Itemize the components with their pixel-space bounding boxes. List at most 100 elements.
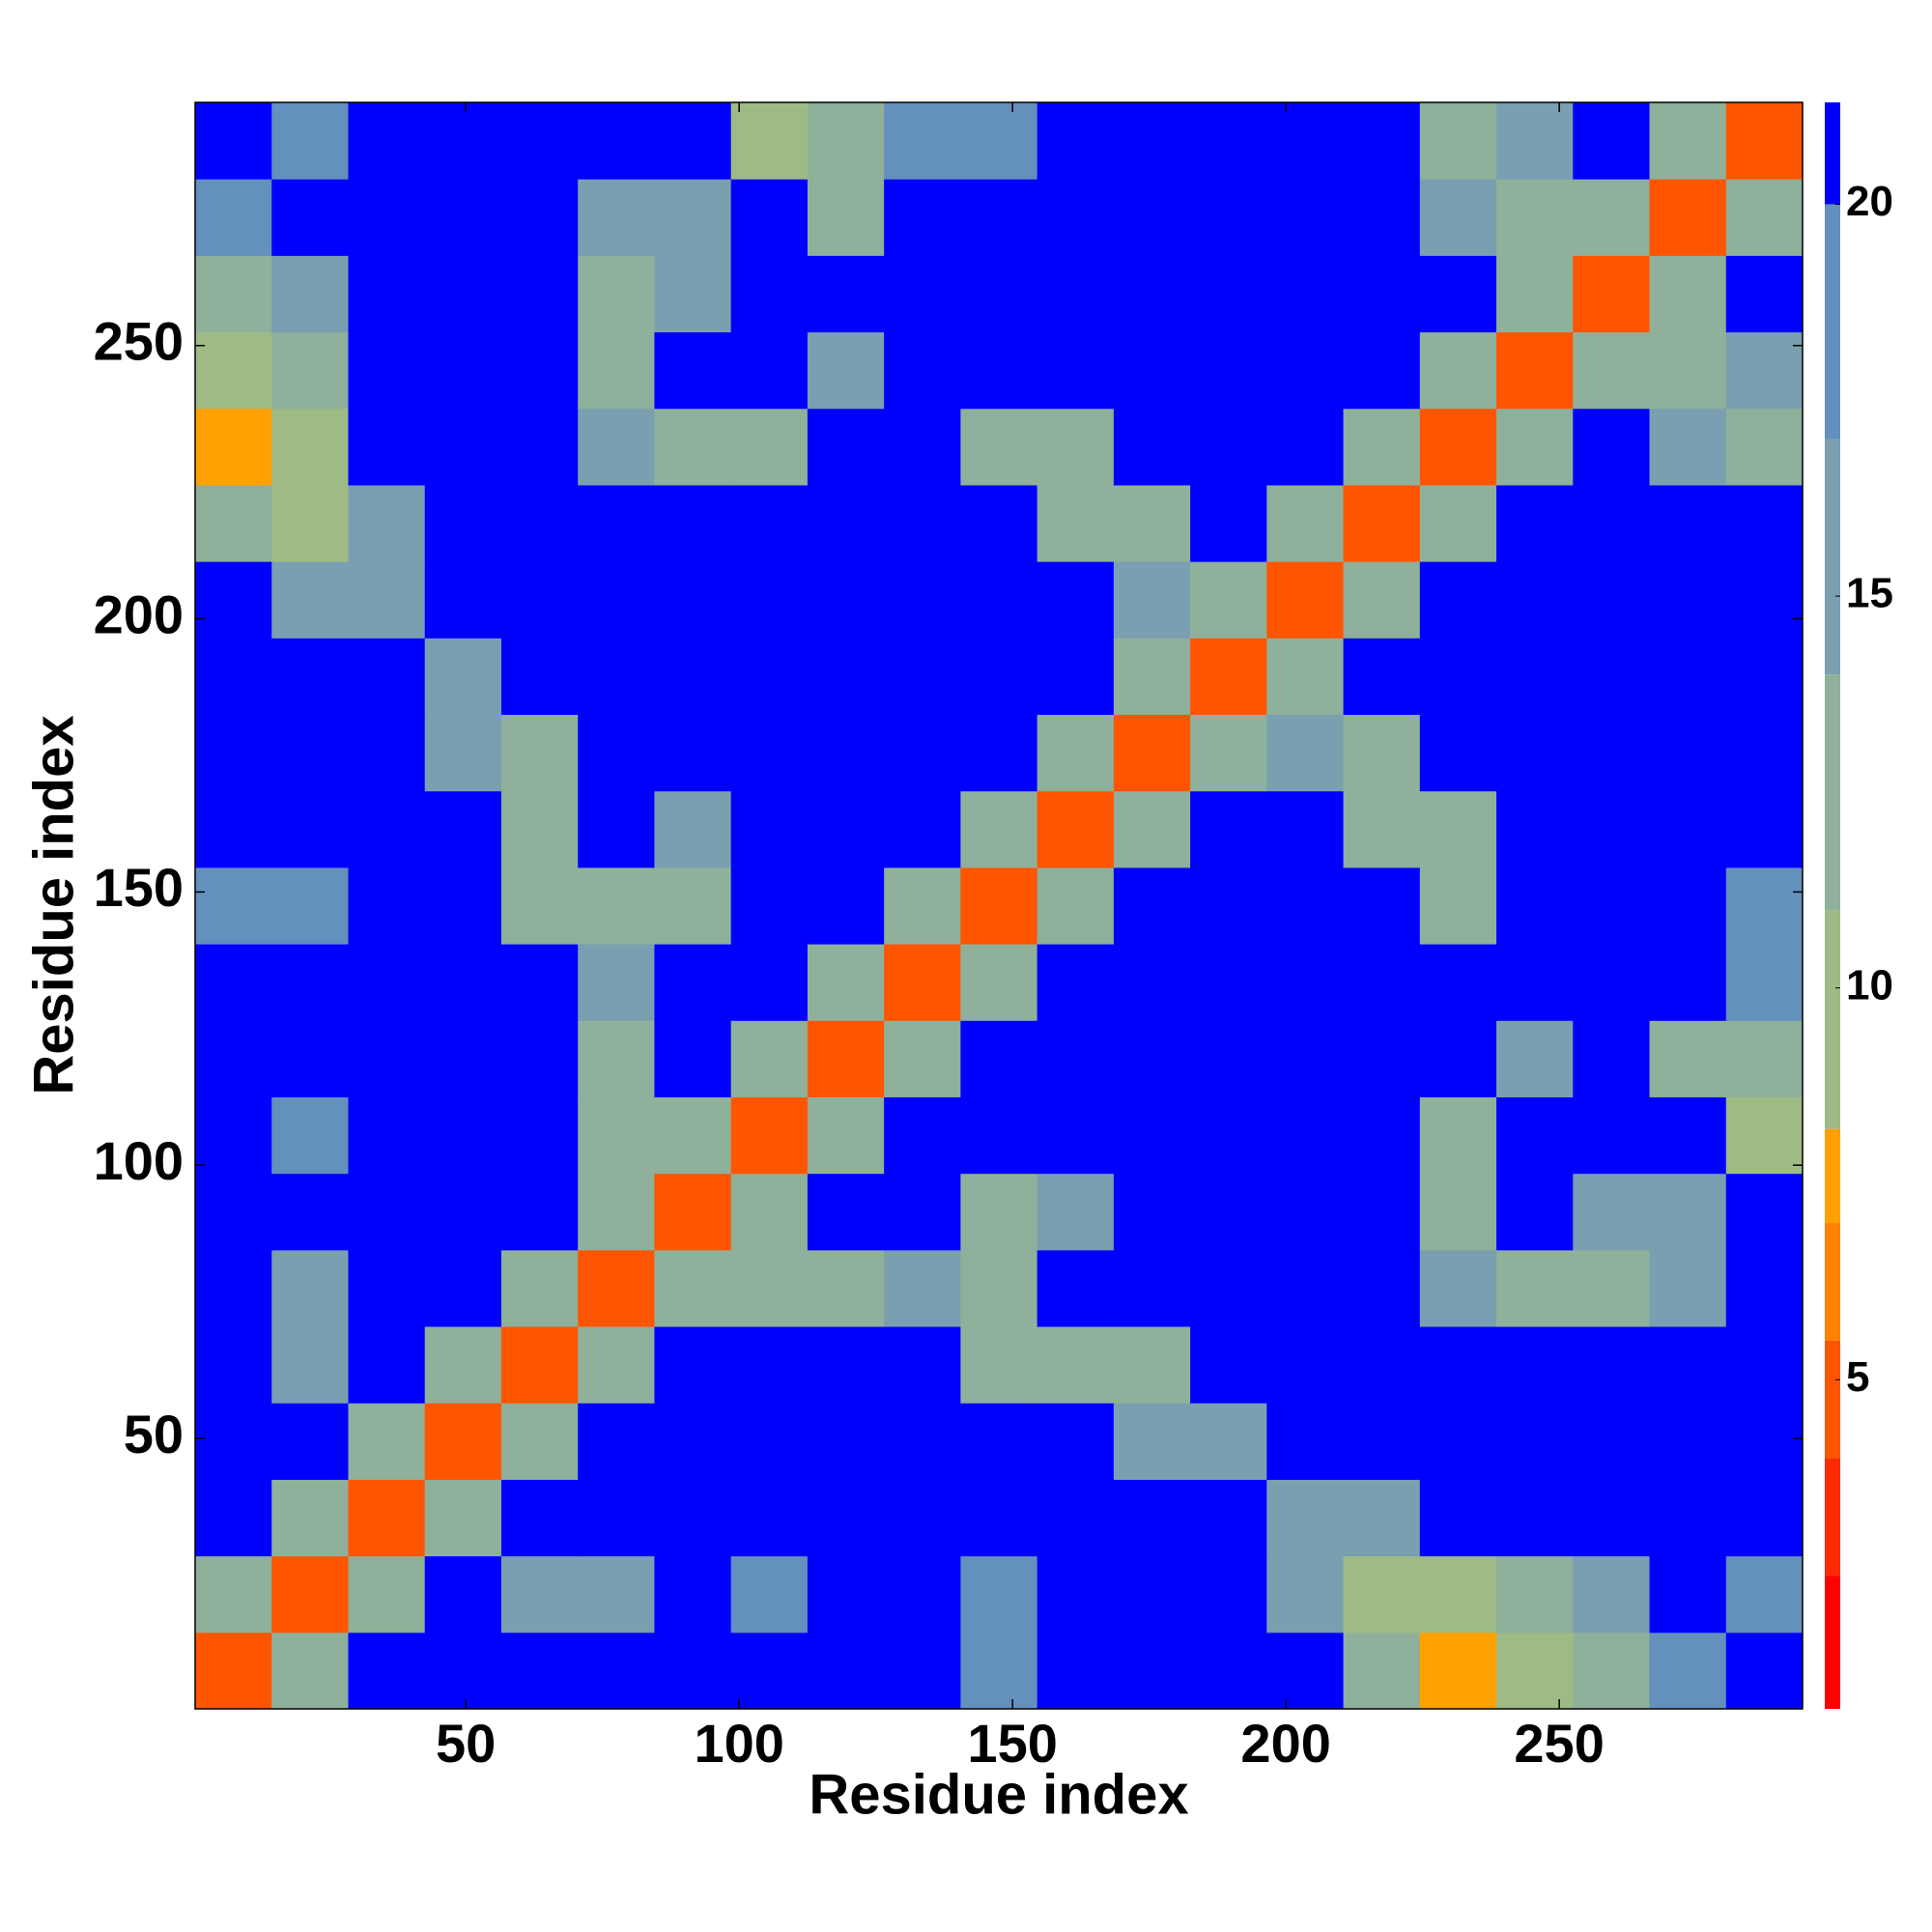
cell <box>348 638 426 716</box>
cell <box>578 484 655 562</box>
cell <box>424 1020 502 1097</box>
cell <box>1649 1403 1727 1480</box>
cell <box>1649 1555 1727 1634</box>
y-tick-label: 50 <box>124 1404 184 1464</box>
cell <box>1266 102 1345 180</box>
cell <box>884 1326 961 1404</box>
cell <box>1343 1096 1421 1175</box>
cell <box>1573 1403 1651 1480</box>
cell <box>1496 1173 1574 1251</box>
cell <box>1725 331 1804 410</box>
plot-frame <box>194 101 1804 1710</box>
cell <box>960 1326 1038 1404</box>
colorbar-band <box>1825 1223 1840 1341</box>
cell <box>730 1020 809 1097</box>
cell <box>1573 179 1651 256</box>
cell <box>500 255 579 333</box>
cell <box>960 1173 1038 1251</box>
cell <box>654 944 732 1021</box>
cell <box>195 255 272 333</box>
cell <box>730 1479 809 1557</box>
cell <box>195 179 272 256</box>
cell <box>1496 1632 1574 1710</box>
colorbar-band <box>1825 102 1840 205</box>
colorbar-tick-label: 20 <box>1846 178 1893 225</box>
cell <box>1190 1173 1267 1251</box>
cell <box>195 331 272 410</box>
cell <box>884 638 961 716</box>
cell <box>960 790 1038 868</box>
cell <box>1573 561 1651 639</box>
cell <box>1573 1173 1651 1251</box>
cell <box>1266 1632 1345 1710</box>
cell <box>1725 1403 1804 1480</box>
cell <box>578 331 655 410</box>
colorbar-tick-label: 5 <box>1846 1353 1869 1401</box>
cell <box>654 255 732 333</box>
cell <box>1573 331 1651 410</box>
cell <box>1266 484 1345 562</box>
cell <box>1190 408 1267 486</box>
x-axis-title: Residue index <box>809 1763 1188 1826</box>
cell <box>195 102 272 180</box>
cell <box>271 102 349 180</box>
y-tick-label: 250 <box>94 311 184 372</box>
cell <box>730 1173 809 1251</box>
cell <box>1649 638 1727 716</box>
cell <box>807 331 885 410</box>
cell <box>1266 255 1345 333</box>
cell <box>884 255 961 333</box>
cell <box>1266 638 1345 716</box>
cell <box>807 1632 885 1710</box>
cell <box>348 408 426 486</box>
cell <box>1113 714 1191 792</box>
cell <box>271 1479 349 1557</box>
cell <box>195 1555 272 1634</box>
cell <box>1343 1555 1421 1634</box>
cell <box>1573 1096 1651 1175</box>
cell <box>1496 714 1574 792</box>
cell <box>884 1632 961 1710</box>
cell <box>1573 714 1651 792</box>
cell <box>807 561 885 639</box>
cell <box>884 331 961 410</box>
cell <box>271 331 349 410</box>
cell <box>271 1249 349 1327</box>
cell <box>424 179 502 256</box>
cell <box>424 1555 502 1634</box>
cell <box>1113 1173 1191 1251</box>
cell <box>884 790 961 868</box>
cell <box>578 1632 655 1710</box>
cell <box>195 1249 272 1327</box>
cell <box>578 1555 655 1634</box>
cell <box>1725 1326 1804 1404</box>
cell <box>1266 1173 1345 1251</box>
cell <box>884 1096 961 1175</box>
cell <box>1725 1555 1804 1634</box>
cell <box>1419 638 1497 716</box>
cell <box>348 1020 426 1097</box>
cell <box>1496 944 1574 1021</box>
cell <box>271 1173 349 1251</box>
cell <box>1419 1249 1497 1327</box>
cell <box>578 1403 655 1480</box>
cell <box>1496 1096 1574 1175</box>
cell <box>500 408 579 486</box>
cell <box>1266 1096 1345 1175</box>
cell <box>1649 1173 1727 1251</box>
cell <box>1649 944 1727 1021</box>
cell <box>1496 1249 1574 1327</box>
cell <box>500 1249 579 1327</box>
colorbar-band <box>1825 909 1840 1129</box>
cell <box>1419 1096 1497 1175</box>
cell <box>960 331 1038 410</box>
cell <box>424 561 502 639</box>
cell <box>1190 1632 1267 1710</box>
cell <box>1343 790 1421 868</box>
cell <box>654 1249 732 1327</box>
cell <box>500 638 579 716</box>
cell <box>654 714 732 792</box>
cell <box>271 1403 349 1480</box>
